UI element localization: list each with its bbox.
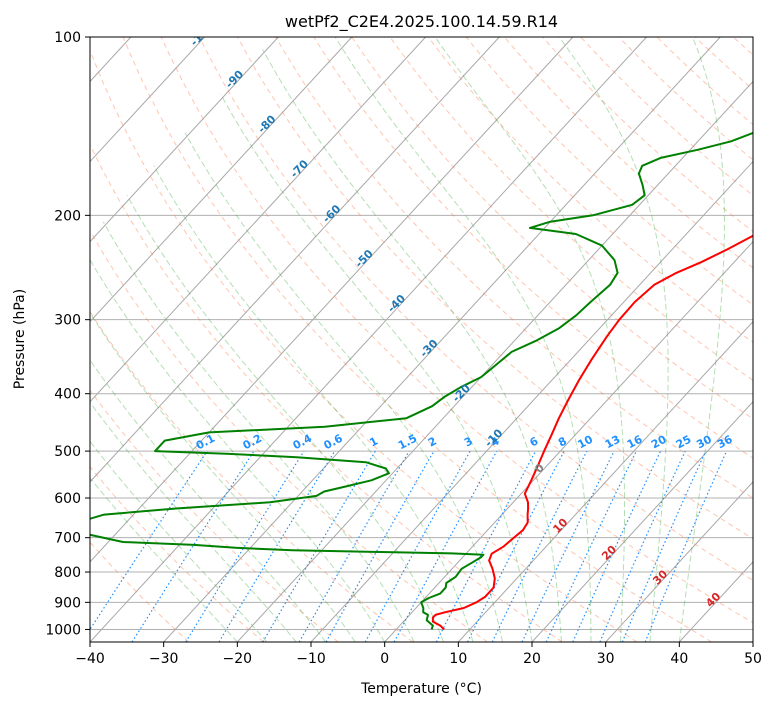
y-axis-label: Pressure (hPa) <box>12 289 28 389</box>
plot-background <box>90 37 753 642</box>
moist-adiabat-line <box>678 37 726 642</box>
dry-adiabat-line <box>504 37 753 269</box>
dry-adiabat-line <box>198 37 753 581</box>
dry-adiabat-line <box>90 143 563 642</box>
mixing-ratio-label: 36 <box>715 433 735 452</box>
isotherm-line <box>90 37 353 323</box>
mixing-ratio-line <box>491 450 588 642</box>
isotherm-line <box>90 37 205 163</box>
isotherm-line <box>457 320 753 642</box>
dewpoint-trace <box>90 131 753 630</box>
isotherm-line <box>310 160 753 642</box>
mixing-ratio-label: 16 <box>625 433 645 452</box>
mixing-ratio-line <box>185 450 305 642</box>
y-tick-label: 1000 <box>45 622 81 638</box>
dry-adiabat-line <box>427 37 753 343</box>
moist-adiabat-line <box>126 195 445 642</box>
chart-title: wetPf2_C2E4.2025.100.14.59.R14 <box>285 12 558 32</box>
temperature-trace <box>431 234 753 631</box>
moist-adiabat-line <box>90 359 327 642</box>
x-tick-label: −30 <box>149 651 179 667</box>
dry-adiabat-line <box>351 37 753 420</box>
moist-adiabat-line <box>90 258 386 642</box>
y-tick-label: 100 <box>54 30 81 46</box>
dry-adiabat-line <box>542 37 753 233</box>
mixing-ratio-line <box>364 450 471 642</box>
dry-adiabat-line <box>389 37 753 381</box>
moist-adiabat-line <box>102 221 415 642</box>
mixing-ratio-label: 30 <box>694 433 714 452</box>
moist-adiabat-line <box>434 37 625 642</box>
isotherm-line <box>163 37 721 642</box>
dry-adiabat-line <box>90 229 488 642</box>
plot-frame <box>89 36 754 643</box>
isotherm-line <box>531 401 753 642</box>
isotherm-line <box>90 37 426 403</box>
mixing-ratio-label: 13 <box>603 433 623 452</box>
dry-adiabat-line <box>90 389 339 642</box>
isotherm-line <box>90 37 574 563</box>
y-tick-label: 700 <box>54 531 81 547</box>
x-tick-label: −20 <box>223 651 253 667</box>
mixing-ratio-line <box>572 450 662 642</box>
moist-adiabat-line <box>558 37 669 642</box>
x-axis-label: Temperature (°C) <box>360 681 482 697</box>
mixing-ratio-label: 25 <box>674 433 694 452</box>
isotherm-line <box>90 37 647 642</box>
isotherm-line <box>90 37 500 483</box>
dry-adiabat-line <box>90 465 264 642</box>
mixing-ratio-line <box>218 450 336 642</box>
isotherm-line <box>236 80 753 642</box>
moist-adiabat-line <box>334 37 592 642</box>
x-tick-label: 10 <box>449 651 467 667</box>
x-tick-label: −40 <box>75 651 105 667</box>
isotherm-line <box>384 240 753 642</box>
dry-adiabat-line <box>237 37 753 540</box>
moist-adiabat-line <box>262 49 562 642</box>
x-tick-label: −10 <box>296 651 326 667</box>
y-tick-label: 200 <box>54 208 81 224</box>
mixing-ratio-label: 10 <box>575 433 595 452</box>
mixing-ratio-line <box>325 450 435 642</box>
x-tick-label: 0 <box>380 651 389 667</box>
axes: −40 −30 −20 −10 0 10 20 30 40 50 100 200 300 400 500 60… <box>45 30 762 667</box>
isotherm-line <box>605 481 753 642</box>
x-tick-label: 40 <box>670 651 688 667</box>
mixing-ratio-line <box>621 450 707 642</box>
y-tick-label: 900 <box>54 595 81 611</box>
y-tick-label: 500 <box>54 444 81 460</box>
mixing-ratio-label: 20 <box>649 433 669 452</box>
mixing-ratio-line <box>521 450 615 642</box>
x-tick-label: 30 <box>597 651 615 667</box>
moist-adiabat-line <box>220 94 533 642</box>
y-tick-label: 400 <box>54 387 81 403</box>
isotherm-line <box>90 37 279 243</box>
mixing-ratio-line <box>393 450 498 642</box>
mixing-ratio-line <box>644 450 728 642</box>
moist-adiabat-line <box>90 401 297 642</box>
dry-adiabat-line <box>465 37 753 306</box>
y-tick-label: 300 <box>54 313 81 329</box>
isotherm-label: -100 <box>188 20 217 49</box>
x-tick-label: 50 <box>744 651 762 667</box>
y-tick-label: 600 <box>54 491 81 507</box>
moist-adiabat-line <box>184 132 503 642</box>
dry-adiabat-line <box>90 48 638 642</box>
y-tick-label: 800 <box>54 565 81 581</box>
x-tick-label: 20 <box>523 651 541 667</box>
mixing-ratio-line <box>599 450 686 642</box>
mixing-ratio-line <box>298 450 410 642</box>
mixing-ratio-line <box>131 450 255 642</box>
mixing-ratio-line <box>545 450 637 642</box>
dry-adiabat-line <box>160 37 753 624</box>
moist-adiabat-line <box>153 165 474 642</box>
moist-adiabat-line <box>90 477 238 642</box>
plot-area <box>90 37 753 642</box>
